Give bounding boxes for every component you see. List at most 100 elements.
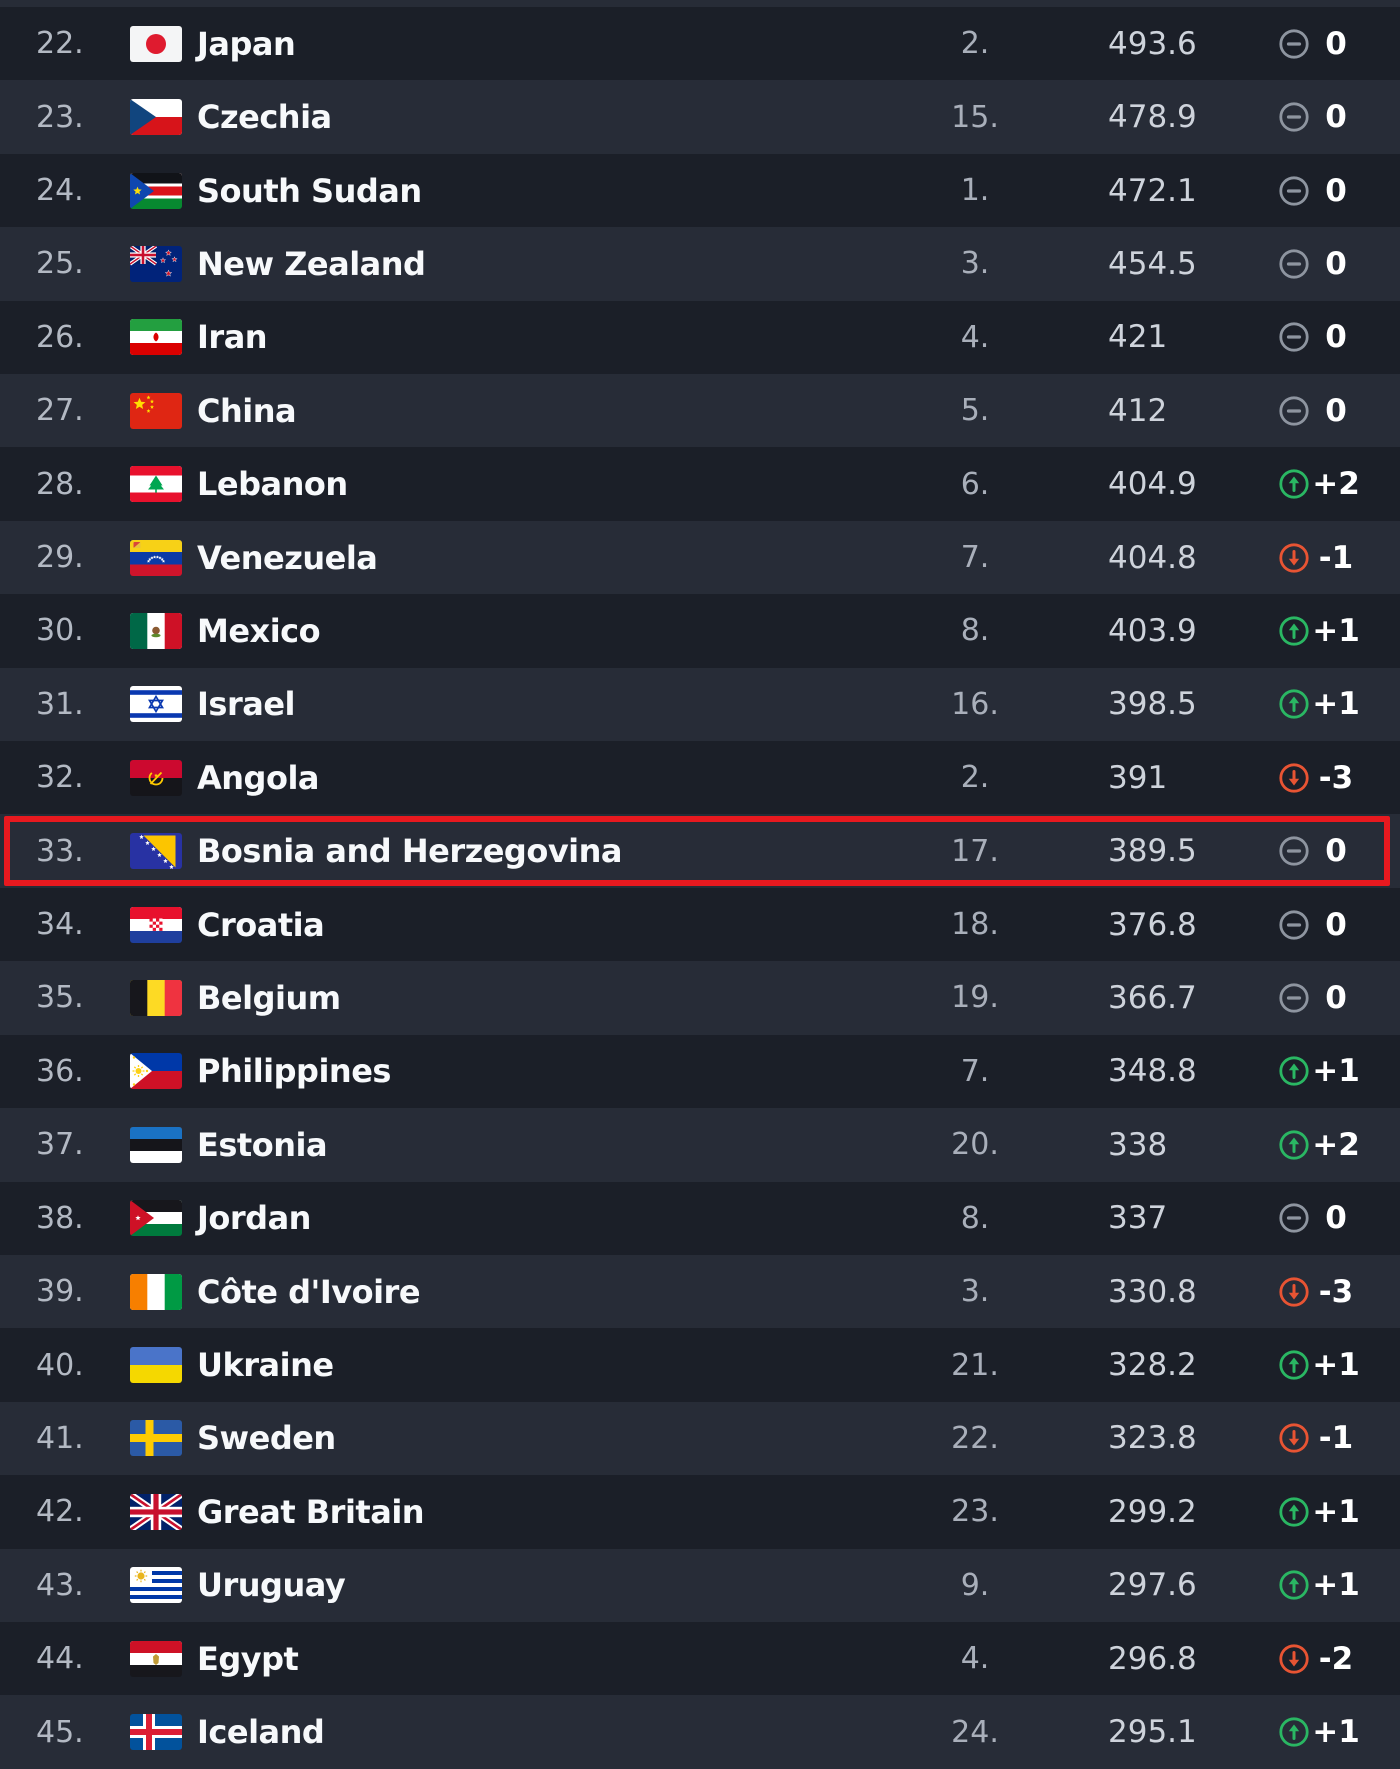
points-cell: 323.8 [1108,1420,1197,1457]
points-cell: 295.1 [1108,1714,1197,1751]
ukraine-flag-icon [130,1347,182,1384]
up-arrow-circle-icon [1279,1570,1309,1600]
movement-value: 0 [1325,833,1347,870]
table-row-south-sudan[interactable]: 24. South Sudan 1. 472.1 0 [0,153,1400,228]
points-cell: 478.9 [1108,99,1197,136]
points-cell: 337 [1108,1200,1168,1237]
up-arrow-circle-icon [1279,1497,1309,1527]
down-arrow-circle-icon [1279,763,1309,793]
continental-rank-cell: 17. [951,833,999,869]
jordan-flag-icon [130,1200,182,1237]
up-arrow-circle-icon [1279,1350,1309,1380]
continental-rank-cell: 8. [960,613,990,649]
continental-rank-cell: 1. [960,173,990,209]
uruguay-flag-icon [130,1567,182,1604]
country-name: Sweden [197,1419,336,1458]
movement-value: -3 [1318,759,1354,796]
table-row-venezuela[interactable]: 29. Venezuela 7. 404.8 -1 [0,520,1400,595]
country-name: Angola [197,758,320,797]
down-arrow-circle-icon [1279,1277,1309,1307]
table-row-sweden[interactable]: 41. Sweden 22. 323.8 -1 [0,1401,1400,1476]
points-cell: 348.8 [1108,1053,1197,1090]
country-name: Belgium [197,978,341,1017]
movement-value: -1 [1318,539,1354,576]
rank-cell: 34. [36,907,84,943]
table-row-ukraine[interactable]: 40. Ukraine 21. 328.2 +1 [0,1328,1400,1402]
points-cell: 328.2 [1108,1347,1197,1384]
table-row-czechia[interactable]: 23. Czechia 15. 478.9 0 [0,80,1400,154]
table-row-belgium[interactable]: 35. Belgium 19. 366.7 0 [0,961,1400,1035]
table-row-mexico[interactable]: 30. Mexico 8. 403.9 +1 [0,594,1400,668]
continental-rank-cell: 22. [951,1420,999,1456]
table-row-estonia[interactable]: 37. Estonia 20. 338 +2 [0,1108,1400,1182]
rank-cell: 36. [36,1053,84,1089]
movement-value: -3 [1318,1273,1354,1310]
country-name: New Zealand [197,244,426,283]
points-cell: 391 [1108,759,1168,796]
rank-cell: 40. [36,1347,84,1383]
bosnia-flag-icon [130,833,182,870]
table-row-china[interactable]: 27. China 5. 412 0 [0,374,1400,448]
country-name: Uruguay [197,1566,346,1605]
movement-value: +1 [1312,1714,1360,1751]
minus-circle-icon [1279,1203,1309,1233]
continental-rank-cell: 6. [960,466,990,502]
rank-cell: 42. [36,1494,84,1530]
table-row-c-te-d-ivoire[interactable]: 39. Côte d'Ivoire 3. 330.8 -3 [0,1254,1400,1329]
israel-flag-icon [130,686,182,723]
table-row-croatia[interactable]: 34. Croatia 18. 376.8 0 [0,887,1400,962]
table-row-iran[interactable]: 26. Iran 4. 421 0 [0,300,1400,375]
points-cell: 472.1 [1108,172,1197,209]
points-cell: 299.2 [1108,1493,1197,1530]
rank-cell: 44. [36,1641,84,1677]
continental-rank-cell: 7. [960,540,990,576]
table-row-japan[interactable]: 22. Japan 2. 493.6 0 [0,7,1400,81]
movement-value: +1 [1312,1493,1360,1530]
country-name: Mexico [197,611,321,650]
table-row-iceland[interactable]: 45. Iceland 24. 295.1 +1 [0,1695,1400,1769]
continental-rank-cell: 19. [951,980,999,1016]
movement-value: +1 [1312,1053,1360,1090]
rank-cell: 32. [36,760,84,796]
sweden-flag-icon [130,1420,182,1457]
continental-rank-cell: 4. [960,319,990,355]
rank-cell: 43. [36,1567,84,1603]
movement-value: +1 [1312,1567,1360,1604]
table-row-angola[interactable]: 32. Angola 2. 391 -3 [0,741,1400,815]
rank-cell: 41. [36,1420,84,1456]
country-name: Japan [197,24,296,63]
belgium-flag-icon [130,979,182,1016]
table-row-israel[interactable]: 31. Israel 16. 398.5 +1 [0,667,1400,742]
iran-flag-icon [130,319,182,356]
table-row-egypt[interactable]: 44. Egypt 4. 296.8 -2 [0,1621,1400,1696]
continental-rank-cell: 7. [960,1053,990,1089]
continental-rank-cell: 23. [951,1494,999,1530]
points-cell: 398.5 [1108,686,1197,723]
country-name: Iceland [197,1713,325,1752]
movement-value: 0 [1325,1200,1347,1237]
movement-value: 0 [1325,172,1347,209]
table-row-great-britain[interactable]: 42. Great Britain 23. 299.2 +1 [0,1475,1400,1549]
movement-value: 0 [1325,25,1347,62]
table-row-lebanon[interactable]: 28. Lebanon 6. 404.9 +2 [0,447,1400,521]
movement-value: +1 [1312,612,1360,649]
movement-value: +1 [1312,1347,1360,1384]
movement-value: 0 [1325,99,1347,136]
minus-circle-icon [1279,29,1309,59]
points-cell: 403.9 [1108,612,1197,649]
table-row-bosnia-and-herzegovina[interactable]: 33. Bosnia and Herzegovina 17. 389.5 0 [0,814,1400,888]
table-row-new-zealand[interactable]: 25. New Zealand 3. 454.5 0 [0,227,1400,301]
table-row-philippines[interactable]: 36. Philippines 7. 348.8 +1 [0,1034,1400,1109]
down-arrow-circle-icon [1279,542,1309,573]
rank-cell: 26. [36,319,84,355]
table-row-uruguay[interactable]: 43. Uruguay 9. 297.6 +1 [0,1548,1400,1622]
angola-flag-icon [130,759,182,796]
up-arrow-circle-icon [1279,616,1309,646]
points-cell: 389.5 [1108,833,1197,870]
points-cell: 404.9 [1108,466,1197,503]
points-cell: 376.8 [1108,906,1197,943]
rank-cell: 33. [36,833,84,869]
minus-circle-icon [1279,983,1309,1013]
table-row-jordan[interactable]: 38. Jordan 8. 337 0 [0,1181,1400,1255]
